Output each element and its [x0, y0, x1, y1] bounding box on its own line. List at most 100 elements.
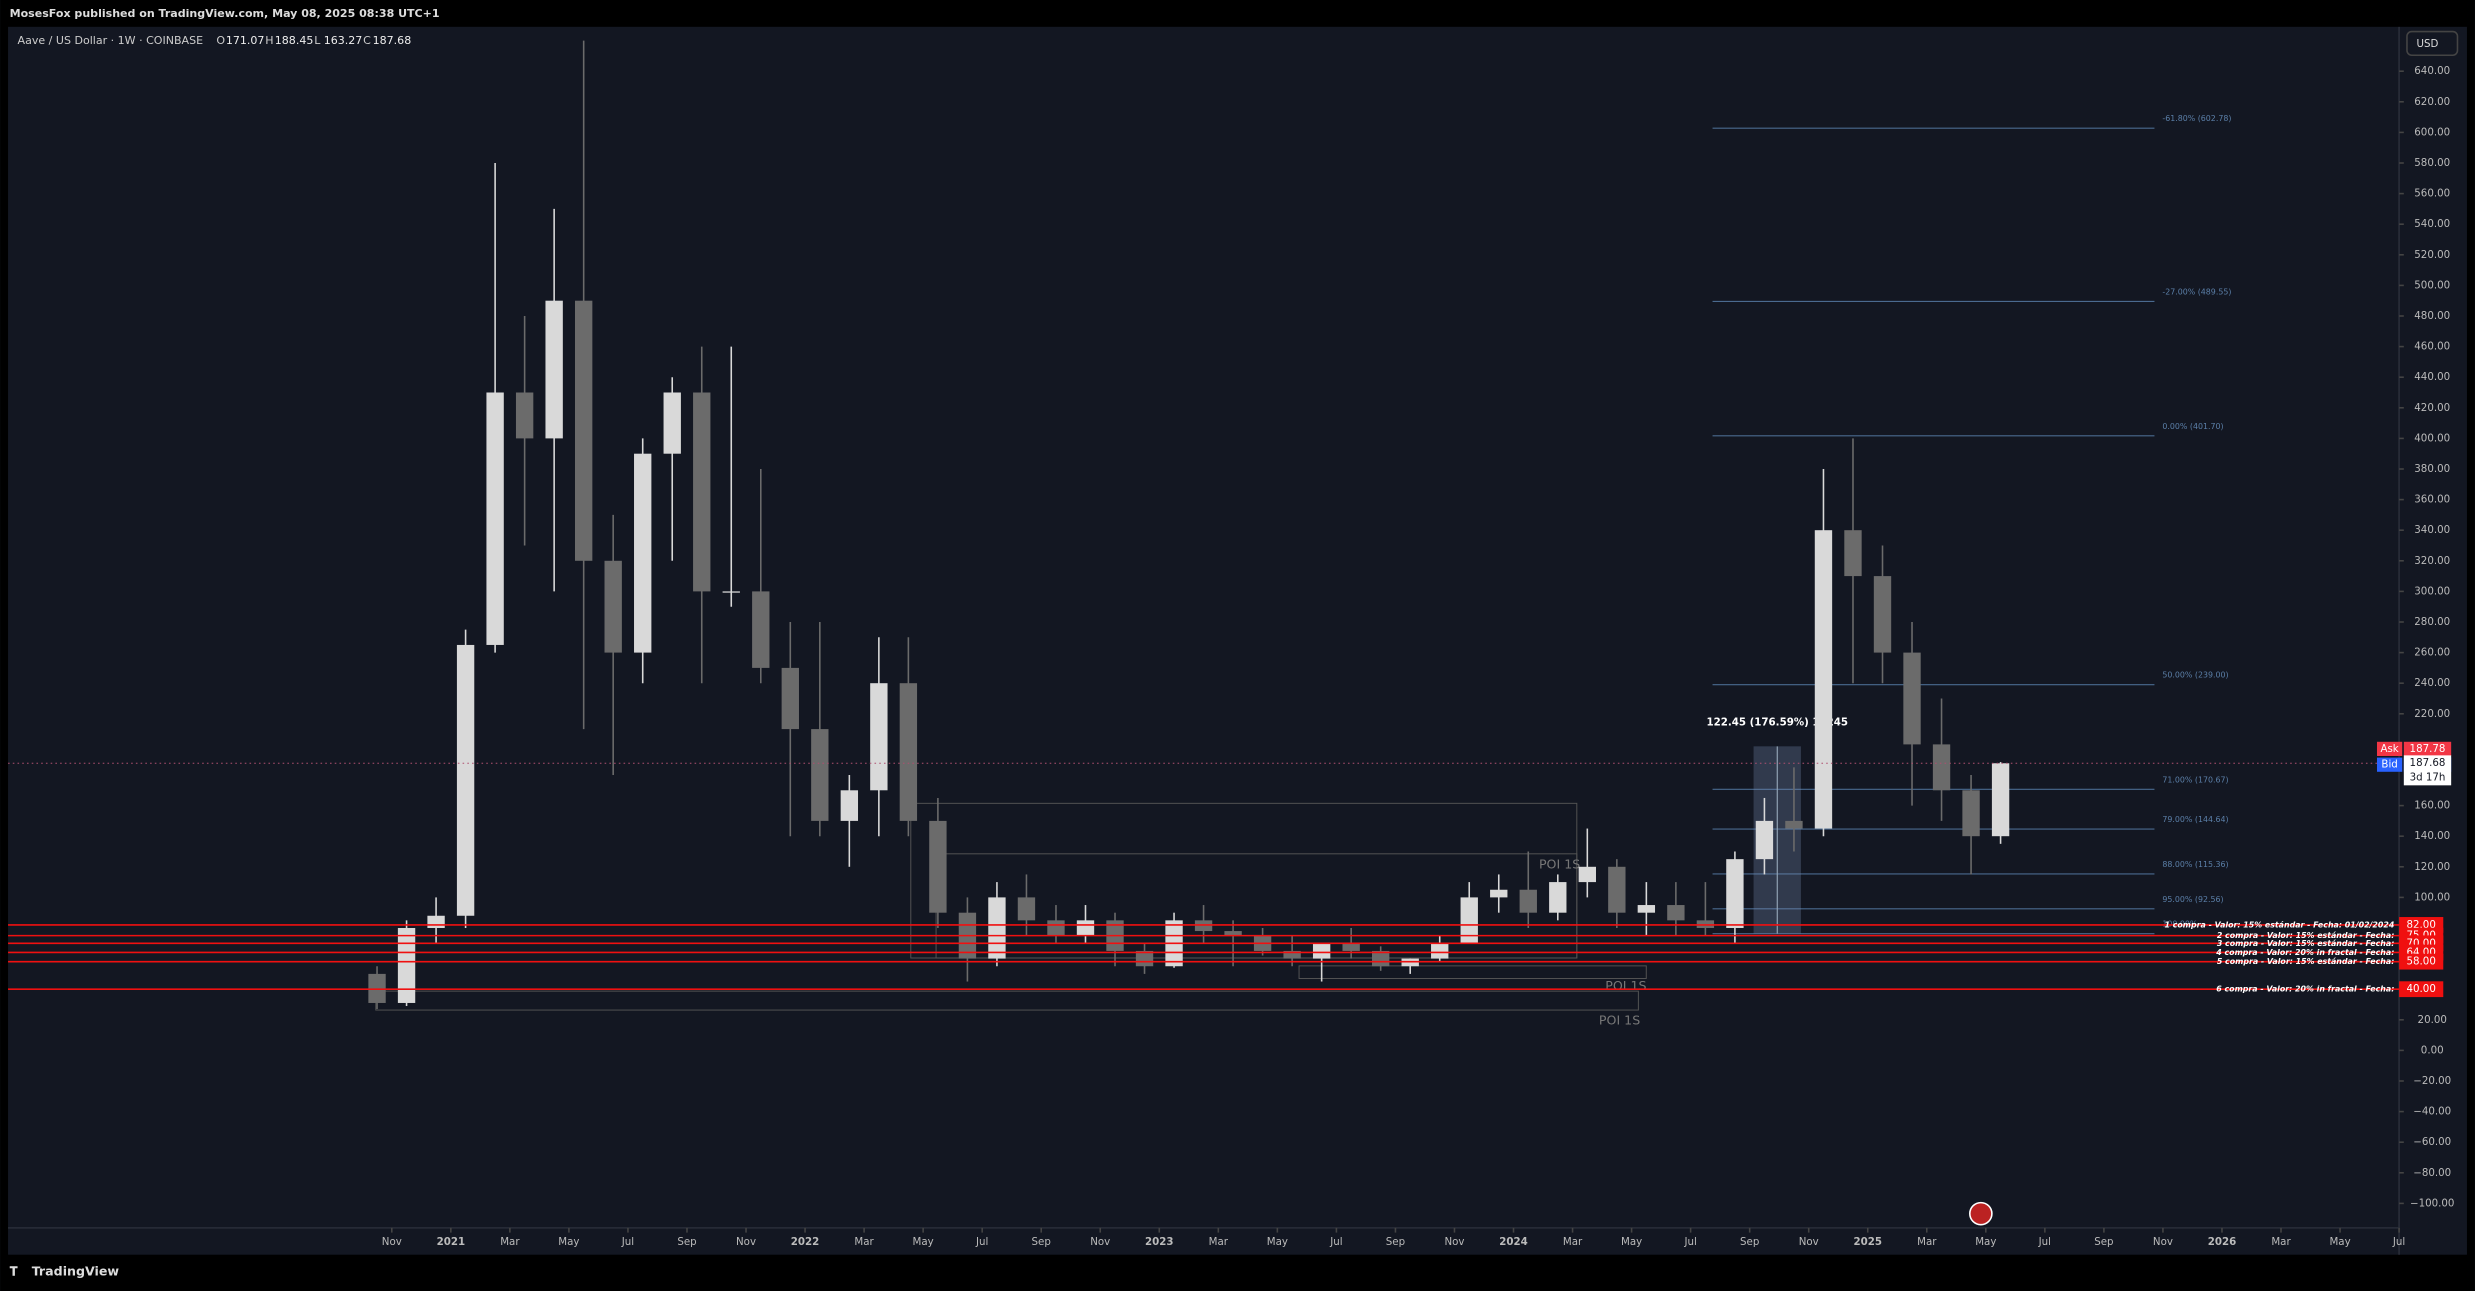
- fib-label: -61.80% (602.78): [2162, 114, 2231, 123]
- legend-key: C: [363, 34, 371, 47]
- candle-body: [545, 300, 563, 439]
- y-tick-label: 540.00: [2414, 218, 2450, 230]
- x-tick-label: Sep: [1740, 1236, 1759, 1248]
- y-tick-label: −100.00: [2410, 1197, 2454, 1209]
- y-tick-label: 420.00: [2414, 402, 2450, 414]
- x-tick-label: Jul: [621, 1236, 634, 1248]
- candle-body: [1726, 859, 1744, 928]
- candle-body: [604, 560, 622, 653]
- candle-body: [1076, 920, 1095, 936]
- price-tag-name: Bid: [2381, 759, 2397, 771]
- legend-value: 188.45: [275, 34, 314, 47]
- candle-body: [899, 683, 918, 821]
- y-tick-label: 340.00: [2414, 524, 2450, 536]
- x-tick-label: May: [2329, 1236, 2350, 1248]
- y-tick-label: 120.00: [2414, 861, 2450, 873]
- legend-key: L: [314, 34, 321, 47]
- candle-body: [752, 591, 770, 668]
- candle-body: [634, 453, 652, 653]
- y-tick-label: 600.00: [2414, 126, 2450, 138]
- fib-label: 88.00% (115.36): [2162, 860, 2228, 869]
- x-tick-label: May: [1267, 1236, 1288, 1248]
- y-tick-label: 400.00: [2414, 432, 2450, 444]
- y-tick-label: 580.00: [2414, 157, 2450, 169]
- candle-body: [1608, 866, 1626, 913]
- candle-body: [1460, 897, 1478, 944]
- y-tick-label: 620.00: [2414, 96, 2450, 108]
- x-tick-label: Sep: [1386, 1236, 1405, 1248]
- y-tick-label: 560.00: [2414, 188, 2450, 200]
- y-tick-label: 460.00: [2414, 341, 2450, 353]
- y-tick-label: −40.00: [2413, 1106, 2451, 1118]
- x-tick-label: Mar: [500, 1236, 520, 1248]
- candle-body: [1017, 897, 1036, 921]
- countdown: 3d 17h: [2410, 771, 2446, 783]
- fib-label: 0.00% (401.70): [2162, 422, 2223, 431]
- candle-body: [722, 591, 740, 593]
- last-price-bg: [2403, 755, 2452, 786]
- x-tick-label: 2023: [1145, 1236, 1174, 1248]
- y-tick-label: 500.00: [2414, 279, 2450, 291]
- y-tick-label: 240.00: [2414, 677, 2450, 689]
- candle-body: [1490, 889, 1508, 898]
- x-tick-label: Sep: [677, 1236, 696, 1248]
- x-tick-label: Nov: [736, 1236, 756, 1248]
- x-tick-label: Jul: [1683, 1236, 1696, 1248]
- y-tick-label: −80.00: [2413, 1167, 2451, 1179]
- candle-body: [1578, 866, 1596, 883]
- candle-body: [574, 300, 593, 561]
- y-tick-label: 640.00: [2414, 65, 2450, 77]
- x-tick-label: Jul: [2392, 1236, 2405, 1248]
- x-tick-label: Mar: [1563, 1236, 1583, 1248]
- price-tag-name-bg: [2376, 741, 2403, 756]
- legend-value: 171.07: [226, 34, 265, 47]
- candle-body: [1224, 931, 1242, 936]
- entry-label: 2 compra - Valor: 15% estándar - Fecha:: [2217, 931, 2395, 940]
- currency-button[interactable]: [2406, 30, 2459, 57]
- x-tick-label: Sep: [1032, 1236, 1051, 1248]
- legend-value: 187.68: [373, 34, 412, 47]
- legend-value: 163.27: [324, 34, 363, 47]
- last-price-label: 187.68: [2410, 757, 2446, 769]
- entry-label: 3 compra - Valor: 15% estándar - Fecha:: [2217, 939, 2395, 948]
- fib-label: 95.00% (92.56): [2162, 895, 2223, 904]
- y-tick-label: 20.00: [2418, 1014, 2447, 1026]
- legend-key: O: [216, 34, 225, 47]
- candle-body: [1312, 943, 1331, 959]
- poi-label: POI 1S: [1539, 856, 1580, 871]
- price-tag-label: 187.78: [2410, 743, 2446, 755]
- y-tick-label: 440.00: [2414, 371, 2450, 383]
- header: MosesFox published on TradingView.com, M…: [10, 7, 440, 20]
- candle-body: [456, 644, 475, 916]
- entry-label: 6 compra - Valor: 20% in fractal - Fecha…: [2216, 985, 2394, 994]
- candle-body: [1667, 905, 1685, 921]
- x-tick-label: Mar: [2271, 1236, 2291, 1248]
- x-tick-label: Nov: [1444, 1236, 1464, 1248]
- candle-body: [929, 820, 947, 913]
- candle-body: [397, 927, 416, 1003]
- entry-label: 4 compra - Valor: 20% in fractal - Fecha…: [2216, 948, 2394, 957]
- currency: USD: [2416, 38, 2438, 50]
- x-tick-label: Jul: [1329, 1236, 1342, 1248]
- x-tick-label: 2022: [791, 1236, 820, 1248]
- symbol-title: Aave / US Dollar · 1W · COINBASE: [18, 34, 204, 47]
- candle-body: [1932, 744, 1951, 791]
- entry-price-label: 40.00: [2407, 983, 2436, 995]
- fib-label: 79.00% (144.64): [2162, 815, 2228, 824]
- poi-box: [1298, 965, 1647, 979]
- x-tick-label: Nov: [382, 1236, 402, 1248]
- x-tick-label: 2025: [1853, 1236, 1882, 1248]
- y-tick-label: 100.00: [2414, 891, 2450, 903]
- x-tick-label: May: [1621, 1236, 1642, 1248]
- measure-label: 122.45 (176.59%) 12245: [1706, 717, 1848, 729]
- y-tick-label: −20.00: [2413, 1075, 2451, 1087]
- event-icon[interactable]: [1969, 1201, 1993, 1226]
- candle-body: [1431, 943, 1449, 959]
- y-tick-label: 0.00: [2421, 1044, 2444, 1056]
- entry-price-tag: [2399, 981, 2444, 998]
- candle-body: [1903, 652, 1921, 745]
- y-tick-label: 480.00: [2414, 310, 2450, 322]
- candle-body: [1637, 905, 1656, 913]
